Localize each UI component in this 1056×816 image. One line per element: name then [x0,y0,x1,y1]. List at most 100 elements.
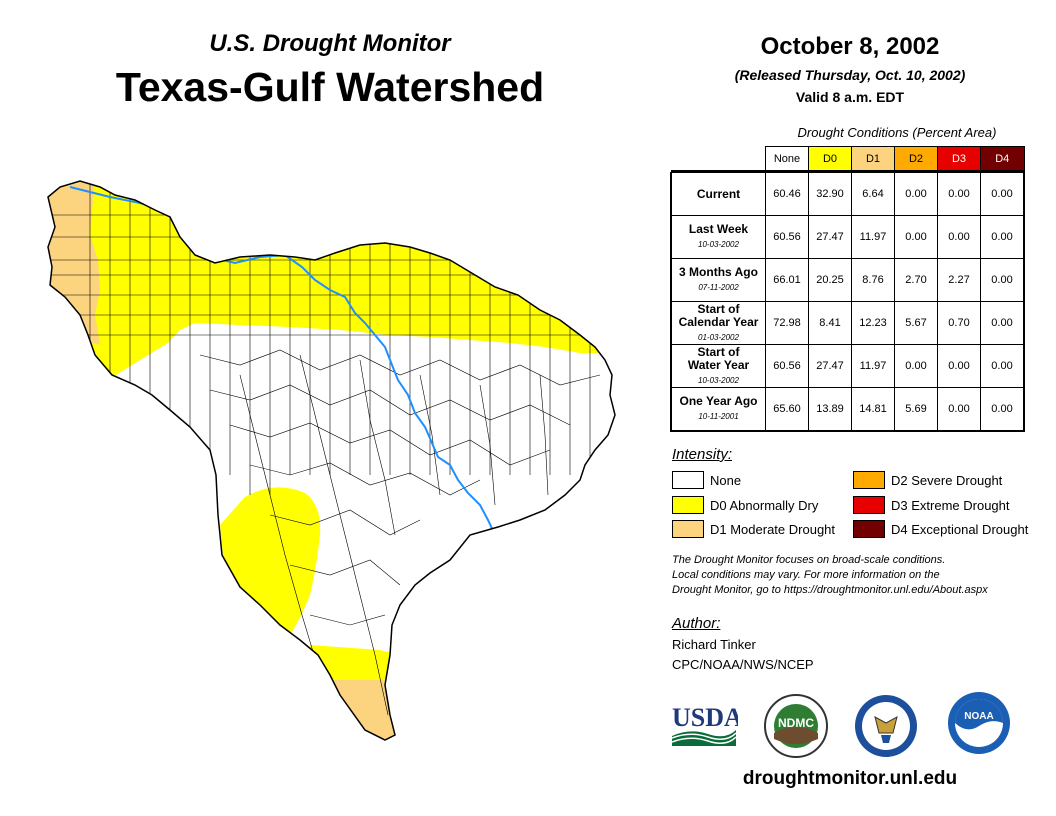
release-date: (Released Thursday, Oct. 10, 2002) [734,67,966,83]
row-label-text2: Calendar Year [678,314,759,329]
legend-title: Intensity: [672,446,733,463]
table-cell: 2.27 [937,258,981,302]
note-line: Drought Monitor, go to https://droughtmo… [672,584,988,596]
table-cell: 0.00 [980,258,1025,302]
legend-swatch [672,471,704,489]
row-label: Start of Water Year 10-03-2002 [670,344,766,388]
table-cell: 14.81 [851,387,895,432]
table-row: Start of Water Year 10-03-2002 60.56 27.47 11… [670,344,1025,388]
map-title: Texas-Gulf Watershed [115,64,545,110]
table-cell: 60.56 [765,215,809,259]
author-org: CPC/NOAA/NWS/NCEP [672,657,814,672]
row-label: One Year Ago 10-11-2001 [670,387,766,432]
table-cell: 11.97 [851,215,895,259]
table-cell: 0.00 [894,215,938,259]
table-cell: 0.00 [980,172,1025,216]
table-row: 3 Months Ago 07-11-2002 66.01 20.25 8.76 2.70… [670,258,1025,302]
table-cell: 12.23 [851,301,895,345]
legend-item-d2: D2 Severe Drought [853,471,1002,489]
table-cell: 0.70 [937,301,981,345]
legend-item-d1: D1 Moderate Drought [672,520,835,538]
row-label: Last Week 10-03-2002 [670,215,766,259]
table-cell: 5.67 [894,301,938,345]
legend-item-d0: D0 Abnormally Dry [672,496,818,514]
drought-map [47,180,616,741]
row-label: Current [670,172,766,216]
table-cell: 27.47 [808,215,852,259]
map-subtitle: U.S. Drought Monitor [209,30,451,57]
table-cell: 11.97 [851,344,895,388]
table-cell: 0.00 [980,215,1025,259]
website-url: droughtmonitor.unl.edu [742,768,958,789]
legend-swatch [672,496,704,514]
table-cell: 60.56 [765,344,809,388]
legend-label: D0 Abnormally Dry [710,497,819,513]
legend-swatch [853,520,885,538]
table-cell: 8.76 [851,258,895,302]
table-header-row: None D0 D1 D2 D3 D4 [671,146,1025,172]
ndmc-logo-text: NDMC [778,716,814,730]
legend-label: D1 Moderate Drought [710,521,836,537]
row-date: 10-03-2002 [698,240,739,249]
legend-label: None [710,472,742,488]
table-cell: 0.00 [937,172,981,216]
table-row: Current 60.46 32.90 6.64 0.00 0.00 0.00 [670,172,1025,216]
row-date: 01-03-2002 [698,332,739,342]
table-cell: 0.00 [937,344,981,388]
table-cell: 13.89 [808,387,852,432]
table-cell: 0.00 [980,344,1025,388]
valid-time: Valid 8 a.m. EDT [795,89,905,105]
row-label-text: Last Week [688,222,749,236]
table-cell: 32.90 [808,172,852,216]
table-cell: 0.00 [937,387,981,432]
row-date: 10-03-2002 [698,375,739,385]
row-date: 07-11-2002 [698,283,739,292]
table-caption: Drought Conditions (Percent Area) [797,125,997,140]
row-label-text: 3 Months Ago [679,265,758,279]
table-cell: 65.60 [765,387,809,432]
map-date: October 8, 2002 [760,33,940,60]
table-row: Start of Calendar Year 01-03-2002 72.98 8.41… [670,301,1025,345]
table-cell: 0.00 [980,301,1025,345]
table-cell: 0.00 [937,215,981,259]
row-label-text: One Year Ago [679,394,758,408]
noaa-logo: NOAA [948,692,1010,754]
table-row: Last Week 10-03-2002 60.56 27.47 11.97 0.00 0.… [670,215,1025,259]
legend-item-none: None [672,471,741,489]
note-line: The Drought Monitor focuses on broad-sca… [672,554,946,566]
legend-swatch [853,471,885,489]
usda-logo: USDA [671,703,738,746]
noaa-logo-text: NOAA [964,711,993,722]
legend-swatch [853,496,885,514]
row-label: Start of Calendar Year 01-03-2002 [670,301,766,345]
commerce-seal [855,695,917,757]
row-date: 10-11-2001 [698,412,739,421]
ndmc-logo: NDMC [764,694,828,758]
legend-item-d4: D4 Exceptional Drought [853,520,1028,538]
row-label: 3 Months Ago 07-11-2002 [670,258,766,302]
legend-label: D2 Severe Drought [891,472,1003,488]
legend-label: D3 Extreme Drought [891,497,1010,513]
table-cell: 0.00 [980,387,1025,432]
col-d2: D2 [894,146,938,172]
table-row: One Year Ago 10-11-2001 65.60 13.89 14.81 5.6… [670,387,1025,432]
table-cell: 8.41 [808,301,852,345]
col-d1: D1 [851,146,895,172]
table-cell: 5.69 [894,387,938,432]
table-corner [671,147,766,172]
county-lines [48,181,615,716]
author-title: Author: [672,615,721,632]
table-separator [671,170,1024,173]
table-cell: 72.98 [765,301,809,345]
disclaimer-note: The Drought Monitor focuses on broad-sca… [672,553,1052,598]
col-none: None [765,146,809,172]
d0-south-tip [310,645,400,685]
col-d0: D0 [808,146,852,172]
row-label-text: Start of [697,344,740,359]
table-cell: 20.25 [808,258,852,302]
watershed-outline [47,180,616,741]
table-cell: 60.46 [765,172,809,216]
table-cell: 66.01 [765,258,809,302]
row-label-text: Start of [697,301,740,316]
table-cell: 0.00 [894,172,938,216]
